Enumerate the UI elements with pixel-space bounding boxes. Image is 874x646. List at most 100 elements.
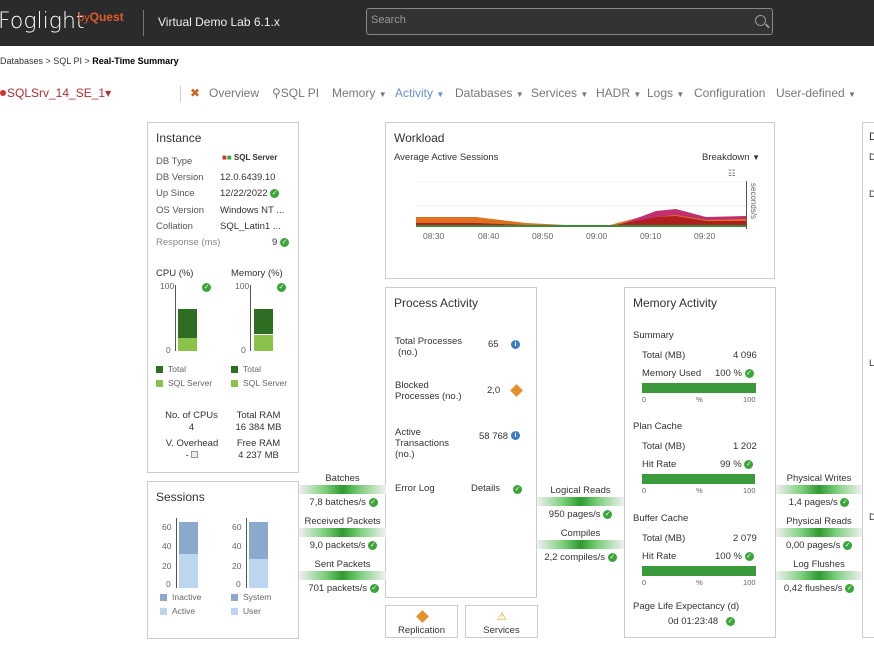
blocked-label: Blocked Processes (no.): [395, 380, 462, 402]
nav-sqlpi[interactable]: ⚲SQL PI: [272, 86, 320, 100]
ok-icon: ✓: [270, 188, 280, 198]
tick: 0: [166, 579, 171, 589]
axis: [250, 285, 251, 351]
collation: SQL_Latin1 ...: [220, 221, 281, 232]
memory-activity-panel: Memory Activity Summary Total (MB) 4 096…: [624, 287, 776, 638]
nav-databases[interactable]: Databases ▼: [455, 86, 524, 100]
time-tick: 08:30: [423, 231, 445, 241]
info-icon[interactable]: i: [511, 340, 520, 349]
scale-label: 100: [743, 395, 756, 404]
info-icon[interactable]: i: [511, 431, 520, 440]
clipped-label: L: [869, 358, 874, 369]
tick: 60: [162, 522, 172, 532]
physical-writes-label: Physical Writes: [786, 473, 852, 484]
system-bar: [249, 522, 268, 559]
search-input[interactable]: [371, 14, 741, 26]
compiles-flow: [537, 540, 624, 549]
sessions-panel: Sessions 60 40 20 0 60 40 20 0 Inactive …: [147, 481, 299, 639]
time-tick: 09:10: [640, 231, 662, 241]
memory-used-value: 100 % ✓: [715, 368, 754, 379]
breadcrumb-databases[interactable]: Databases: [0, 56, 44, 66]
clipped-label: D: [869, 131, 874, 143]
services-button[interactable]: ⚠ Services: [465, 605, 538, 638]
breakdown-dropdown[interactable]: Breakdown ▼: [702, 152, 761, 163]
workload-panel: Workload Average Active Sessions Breakdo…: [385, 122, 775, 279]
legend-toggle-icon[interactable]: ☷: [728, 168, 736, 178]
logical-reads-label: Logical Reads: [550, 485, 611, 496]
nav-hadr[interactable]: HADR ▼: [596, 86, 642, 100]
compiles-value[interactable]: 2,2 compiles/s ✓: [544, 552, 617, 563]
logical-reads-value[interactable]: 950 pages/s ✓: [548, 509, 613, 520]
memory-sql-bar: [254, 334, 273, 351]
received-packets-value[interactable]: 9,0 packets/s ✓: [309, 540, 378, 551]
nav-configuration[interactable]: Configuration: [694, 86, 766, 100]
replication-button[interactable]: Replication: [385, 605, 458, 638]
time-tick: 09:20: [694, 231, 716, 241]
warning-icon[interactable]: [510, 384, 523, 397]
legend-inactive: Inactive: [160, 592, 201, 602]
search-box[interactable]: [366, 8, 773, 35]
scale-label: %: [696, 486, 703, 495]
instance-selector[interactable]: SQLSrv_14_SE_1▾: [0, 86, 111, 100]
instance-title: Instance: [156, 131, 202, 145]
log-flushes-value[interactable]: 0,42 flushes/s ✓: [783, 583, 855, 594]
label-response: Response (ms): [156, 237, 221, 248]
scale-label: 100: [743, 578, 756, 587]
top-bar: Foglight byQuest Virtual Demo Lab 6.1.x: [0, 0, 874, 46]
total-processes-value: 65: [488, 339, 499, 350]
logical-reads-flow: [537, 497, 624, 506]
sent-packets-value[interactable]: 701 packets/s ✓: [308, 583, 379, 594]
free-label: Free RAM: [236, 438, 281, 449]
error-log-details[interactable]: Details: [471, 483, 501, 494]
label-up-since: Up Since: [156, 188, 195, 199]
nav-activity[interactable]: Activity ▼: [395, 86, 445, 100]
instance-panel: Instance DB Type ■■ SQL Server DB Versio…: [147, 122, 299, 473]
app-title: Virtual Demo Lab 6.1.x: [158, 15, 280, 29]
db-version: 12.0.6439.10: [220, 172, 276, 183]
sessions-title: Sessions: [156, 490, 205, 504]
legend-mem-total: Total: [231, 364, 261, 374]
physical-writes-value[interactable]: 1,4 pages/s ✓: [788, 497, 850, 508]
transactions-value: 58 768: [479, 431, 509, 442]
memory-total-bar: [254, 309, 273, 335]
axis: [246, 518, 247, 588]
replication-label: Replication: [398, 625, 445, 636]
response[interactable]: 9 ✓: [272, 237, 289, 248]
foglight-logo[interactable]: Foglight: [0, 9, 85, 34]
batches-value[interactable]: 7,8 batches/s ✓: [309, 497, 378, 508]
nav-overview[interactable]: Overview: [209, 86, 260, 100]
physical-reads-value[interactable]: 0,00 pages/s ✓: [785, 540, 853, 551]
scale-label: 100: [743, 486, 756, 495]
workload-title: Workload: [394, 131, 445, 145]
overhead-value: -: [156, 450, 228, 461]
nav-logs[interactable]: Logs ▼: [647, 86, 685, 100]
legend-cpu-sql: SQL Server: [156, 378, 212, 388]
tick: 20: [232, 561, 242, 571]
overhead-label: V. Overhead: [165, 438, 219, 449]
nav-memory[interactable]: Memory ▼: [332, 86, 387, 100]
tick: 40: [232, 541, 242, 551]
nav-user-defined[interactable]: User-defined ▼: [776, 86, 856, 100]
batches-label: Batches: [325, 473, 360, 484]
axis: [175, 285, 176, 351]
buffer-hit-label: Hit Rate: [642, 551, 677, 562]
tick: 60: [232, 522, 242, 532]
physical-reads-flow: [776, 528, 862, 537]
batches-flow: [299, 485, 386, 494]
nav-services[interactable]: Services ▼: [531, 86, 589, 100]
breadcrumb-sqlpi[interactable]: SQL PI: [53, 56, 82, 66]
summary-total-label: Total (MB): [642, 350, 686, 361]
replication-icon: [416, 610, 429, 623]
search-icon[interactable]: [755, 15, 766, 26]
axis-label: 100: [235, 281, 250, 291]
blocked-value: 2,0: [487, 385, 501, 396]
ok-icon: ✓: [513, 485, 522, 494]
memory-title: Memory (%): [231, 268, 283, 279]
breadcrumb: Databases > SQL PI > Real-Time Summary: [0, 56, 179, 66]
scale-label: %: [696, 395, 703, 404]
buffer-hit-value: 100 % ✓: [715, 551, 754, 562]
plan-total-value: 1 202: [733, 441, 757, 452]
legend-system: System: [231, 592, 271, 602]
quest-logo: byQuest: [78, 10, 124, 24]
services-label: Services: [483, 625, 520, 636]
